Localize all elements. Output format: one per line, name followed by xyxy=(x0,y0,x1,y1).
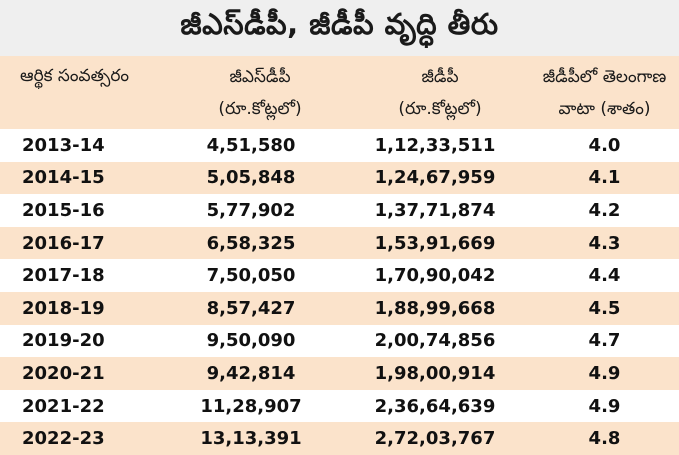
header-gdp-unit: (రూ.కోట్లలో) xyxy=(398,98,482,119)
table-row: 2015-16 5,77,902 1,37,71,874 4.2 xyxy=(0,194,679,227)
table-row: 2020-21 9,42,814 1,98,00,914 4.9 xyxy=(0,357,679,390)
cell-gdp: 2,36,64,639 xyxy=(374,395,496,417)
table-header: ఆర్థిక సంవత్సరం జీఎస్‌డీపీ (రూ.కోట్లలో) … xyxy=(0,56,679,129)
cell-year: 2013-14 xyxy=(22,134,105,156)
header-gdp: జీడీపీ (రూ.కోట్లలో) xyxy=(350,61,530,125)
cell-share: 4.1 xyxy=(588,167,621,189)
cell-gsdp: 5,05,848 xyxy=(206,167,296,189)
cell-share: 4.7 xyxy=(588,330,621,352)
table-row: 2013-14 4,51,580 1,12,33,511 4.0 xyxy=(0,129,679,162)
header-gsdp-label: జీఎస్‌డీపీ xyxy=(229,66,291,87)
cell-gsdp: 8,57,427 xyxy=(206,297,296,319)
cell-gdp: 1,70,90,042 xyxy=(374,265,496,287)
cell-gdp: 2,72,03,767 xyxy=(374,428,496,450)
cell-gsdp: 4,51,580 xyxy=(206,134,296,156)
cell-gsdp: 13,13,391 xyxy=(200,428,302,450)
cell-share: 4.9 xyxy=(588,395,621,417)
cell-gdp: 1,24,67,959 xyxy=(374,167,496,189)
cell-share: 4.3 xyxy=(588,232,621,254)
cell-year: 2022-23 xyxy=(22,428,105,450)
table-row: 2019-20 9,50,090 2,00,74,856 4.7 xyxy=(0,324,679,358)
cell-year: 2019-20 xyxy=(22,330,105,352)
header-gdp-label: జీడీపీ xyxy=(421,66,459,87)
cell-share: 4.8 xyxy=(588,428,621,450)
cell-year: 2014-15 xyxy=(22,167,105,189)
cell-share: 4.2 xyxy=(588,199,621,221)
header-share-label: జీడీపీలో తెలంగాణ xyxy=(542,66,667,87)
cell-year: 2018-19 xyxy=(22,297,105,319)
cell-gsdp: 9,42,814 xyxy=(206,362,296,384)
cell-gdp: 2,00,74,856 xyxy=(374,330,496,352)
cell-gsdp: 9,50,090 xyxy=(206,330,296,352)
cell-year: 2015-16 xyxy=(22,199,105,221)
cell-year: 2021-22 xyxy=(22,395,105,417)
header-gsdp-unit: (రూ.కోట్లలో) xyxy=(218,98,302,119)
cell-gdp: 1,88,99,668 xyxy=(374,297,496,319)
cell-gsdp: 11,28,907 xyxy=(200,395,302,417)
cell-share: 4.5 xyxy=(588,297,621,319)
table-row: 2017-18 7,50,050 1,70,90,042 4.4 xyxy=(0,259,679,292)
cell-year: 2017-18 xyxy=(22,265,105,287)
cell-gdp: 1,98,00,914 xyxy=(374,362,496,384)
cell-year: 2020-21 xyxy=(22,362,105,384)
table-row: 2022-23 13,13,391 2,72,03,767 4.8 xyxy=(0,422,679,455)
cell-year: 2016-17 xyxy=(22,232,105,254)
table-row: 2014-15 5,05,848 1,24,67,959 4.1 xyxy=(0,161,679,195)
cell-share: 4.9 xyxy=(588,362,621,384)
cell-gdp: 1,12,33,511 xyxy=(374,134,496,156)
cell-gdp: 1,37,71,874 xyxy=(374,199,496,221)
page-title: జీఎస్‌డీపీ, జీడీపీ వృద్ధి తీరు xyxy=(180,7,499,41)
table-row: 2021-22 11,28,907 2,36,64,639 4.9 xyxy=(0,389,679,423)
cell-gsdp: 7,50,050 xyxy=(206,265,296,287)
header-share-unit: వాటా (శాతం) xyxy=(558,98,651,119)
header-gsdp: జీఎస్‌డీపీ (రూ.కోట్లలో) xyxy=(170,61,350,125)
cell-gsdp: 5,77,902 xyxy=(206,199,296,221)
table-body: 2013-14 4,51,580 1,12,33,511 4.0 2014-15… xyxy=(0,129,679,455)
cell-gsdp: 6,58,325 xyxy=(206,232,296,254)
cell-share: 4.0 xyxy=(588,134,621,156)
cell-gdp: 1,53,91,669 xyxy=(374,232,496,254)
header-year-label: ఆర్థిక సంవత్సరం xyxy=(20,66,130,86)
header-year: ఆర్థిక సంవత్సరం xyxy=(0,56,170,92)
title-bar: జీఎస్‌డీపీ, జీడీపీ వృద్ధి తీరు xyxy=(0,0,679,56)
table-row: 2018-19 8,57,427 1,88,99,668 4.5 xyxy=(0,291,679,325)
header-share: జీడీపీలో తెలంగాణ వాటా (శాతం) xyxy=(530,61,679,125)
cell-share: 4.4 xyxy=(588,265,621,287)
table-row: 2016-17 6,58,325 1,53,91,669 4.3 xyxy=(0,226,679,260)
